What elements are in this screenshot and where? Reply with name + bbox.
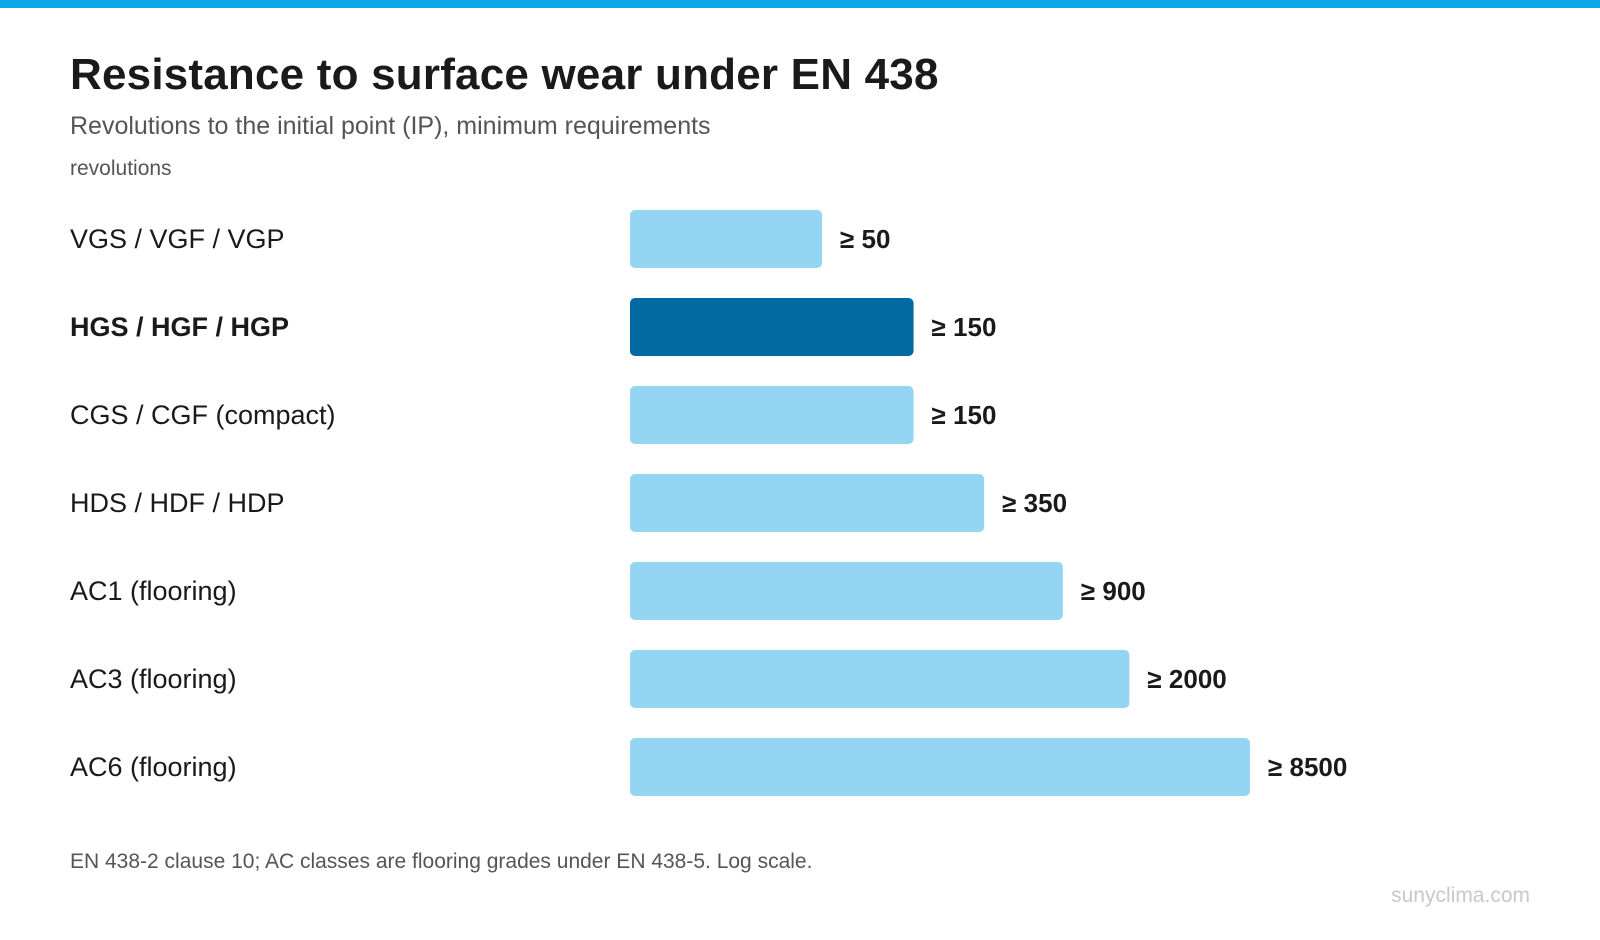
unit-label: revolutions [70, 157, 172, 180]
value-label: ≥ 50 [840, 224, 890, 254]
value-label: ≥ 900 [1081, 576, 1146, 606]
category-label: HGS / HGF / HGP [70, 312, 289, 342]
chart-subtitle: Revolutions to the initial point (IP), m… [70, 112, 711, 140]
value-label: ≥ 2000 [1147, 664, 1226, 694]
bar [630, 562, 1063, 620]
category-label: VGS / VGF / VGP [70, 224, 285, 254]
bar [630, 738, 1250, 796]
bar [630, 210, 822, 268]
chart-title: Resistance to surface wear under EN 438 [70, 50, 939, 99]
category-label: HDS / HDF / HDP [70, 488, 285, 518]
value-label: ≥ 350 [1002, 488, 1067, 518]
source-credit: sunyclima.com [1391, 884, 1530, 907]
value-label: ≥ 150 [932, 400, 997, 430]
category-label: CGS / CGF (compact) [70, 400, 336, 430]
value-label: ≥ 8500 [1268, 752, 1347, 782]
bar [630, 386, 914, 444]
category-label: AC1 (flooring) [70, 576, 237, 606]
footnote: EN 438-2 clause 10; AC classes are floor… [70, 850, 813, 873]
bar [630, 650, 1130, 708]
category-label: AC3 (flooring) [70, 664, 237, 694]
category-label: AC6 (flooring) [70, 752, 237, 782]
bar [630, 298, 914, 356]
accent-top-bar [0, 0, 1600, 8]
value-label: ≥ 150 [932, 312, 997, 342]
bar [630, 474, 985, 532]
